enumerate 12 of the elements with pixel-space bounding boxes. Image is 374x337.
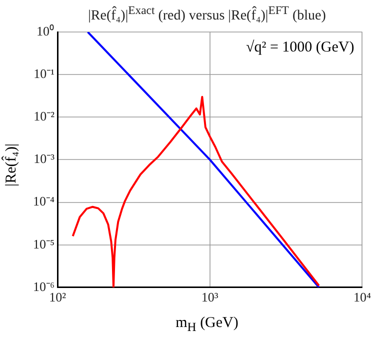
chart-title: |Re(f̂₄)|$^{Exact}$ (red) versus |Re(f̂₄)|$^{EFT}$ (blue) xyxy=(87,4,327,25)
y-tick-label: 10⁻¹ xyxy=(34,66,55,81)
y-tick-label: 10⁻³ xyxy=(34,151,55,166)
y-tick-label: 10⁻⁵ xyxy=(32,236,55,252)
x-tick-label: 10⁴ xyxy=(353,290,372,305)
annotation: √q² = 1000 (GeV) xyxy=(246,39,354,56)
x-tick-label: 10³ xyxy=(201,290,218,305)
x-axis-title: m$_{H}$ (GeV) xyxy=(174,315,240,335)
y-tick-label: 10⁻² xyxy=(34,108,55,124)
y-axis-title: |Re(f̂₄)| xyxy=(4,144,20,186)
y-tick-label: 10⁰ xyxy=(36,23,55,38)
y-tick-label: 10⁻⁴ xyxy=(32,194,55,209)
